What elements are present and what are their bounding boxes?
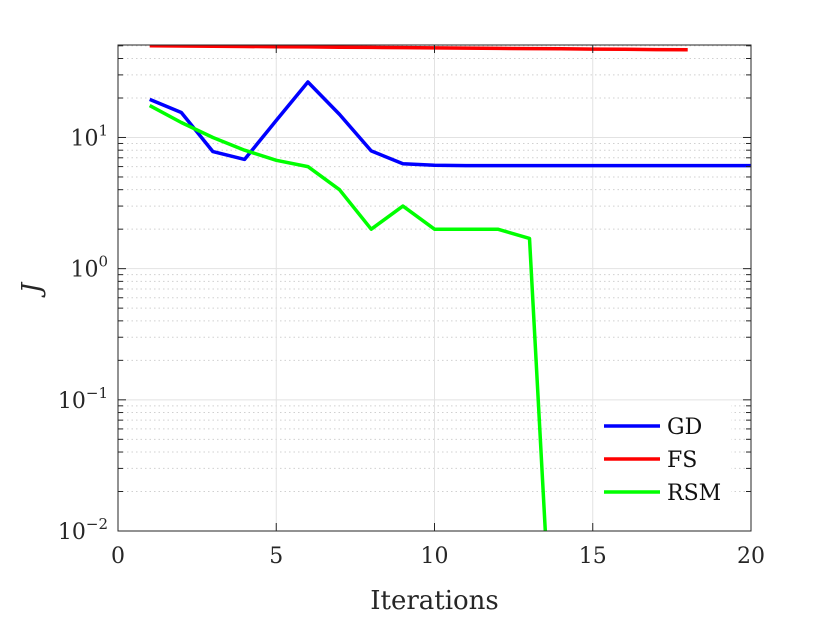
x-tick-label: 20 [737, 544, 765, 569]
series-line-fs [149, 45, 688, 52]
y-tick-label: 10−2 [58, 515, 108, 545]
legend: GD FS RSM [596, 405, 731, 510]
x-tick-label: 5 [269, 544, 283, 569]
x-tick-label: 0 [111, 544, 125, 569]
x-tick-label: 10 [421, 544, 449, 569]
tick-labels: 10−2 10−1 100 101 0 5 10 15 20 [58, 121, 765, 569]
y-tick-label: 101 [70, 121, 108, 151]
legend-label-rsm: RSM [667, 481, 721, 506]
x-axis-title: Iterations [370, 586, 499, 616]
series-line-rsm [148, 104, 548, 531]
y-tick-label: 10−1 [58, 384, 108, 414]
x-tick-label: 15 [579, 544, 607, 569]
y-axis-title: J [17, 281, 47, 298]
y-tick-label: 100 [70, 253, 108, 283]
legend-label-fs: FS [667, 448, 697, 473]
legend-label-gd: GD [667, 415, 702, 440]
series-lines [148, 45, 751, 531]
ticks [117, 45, 752, 532]
